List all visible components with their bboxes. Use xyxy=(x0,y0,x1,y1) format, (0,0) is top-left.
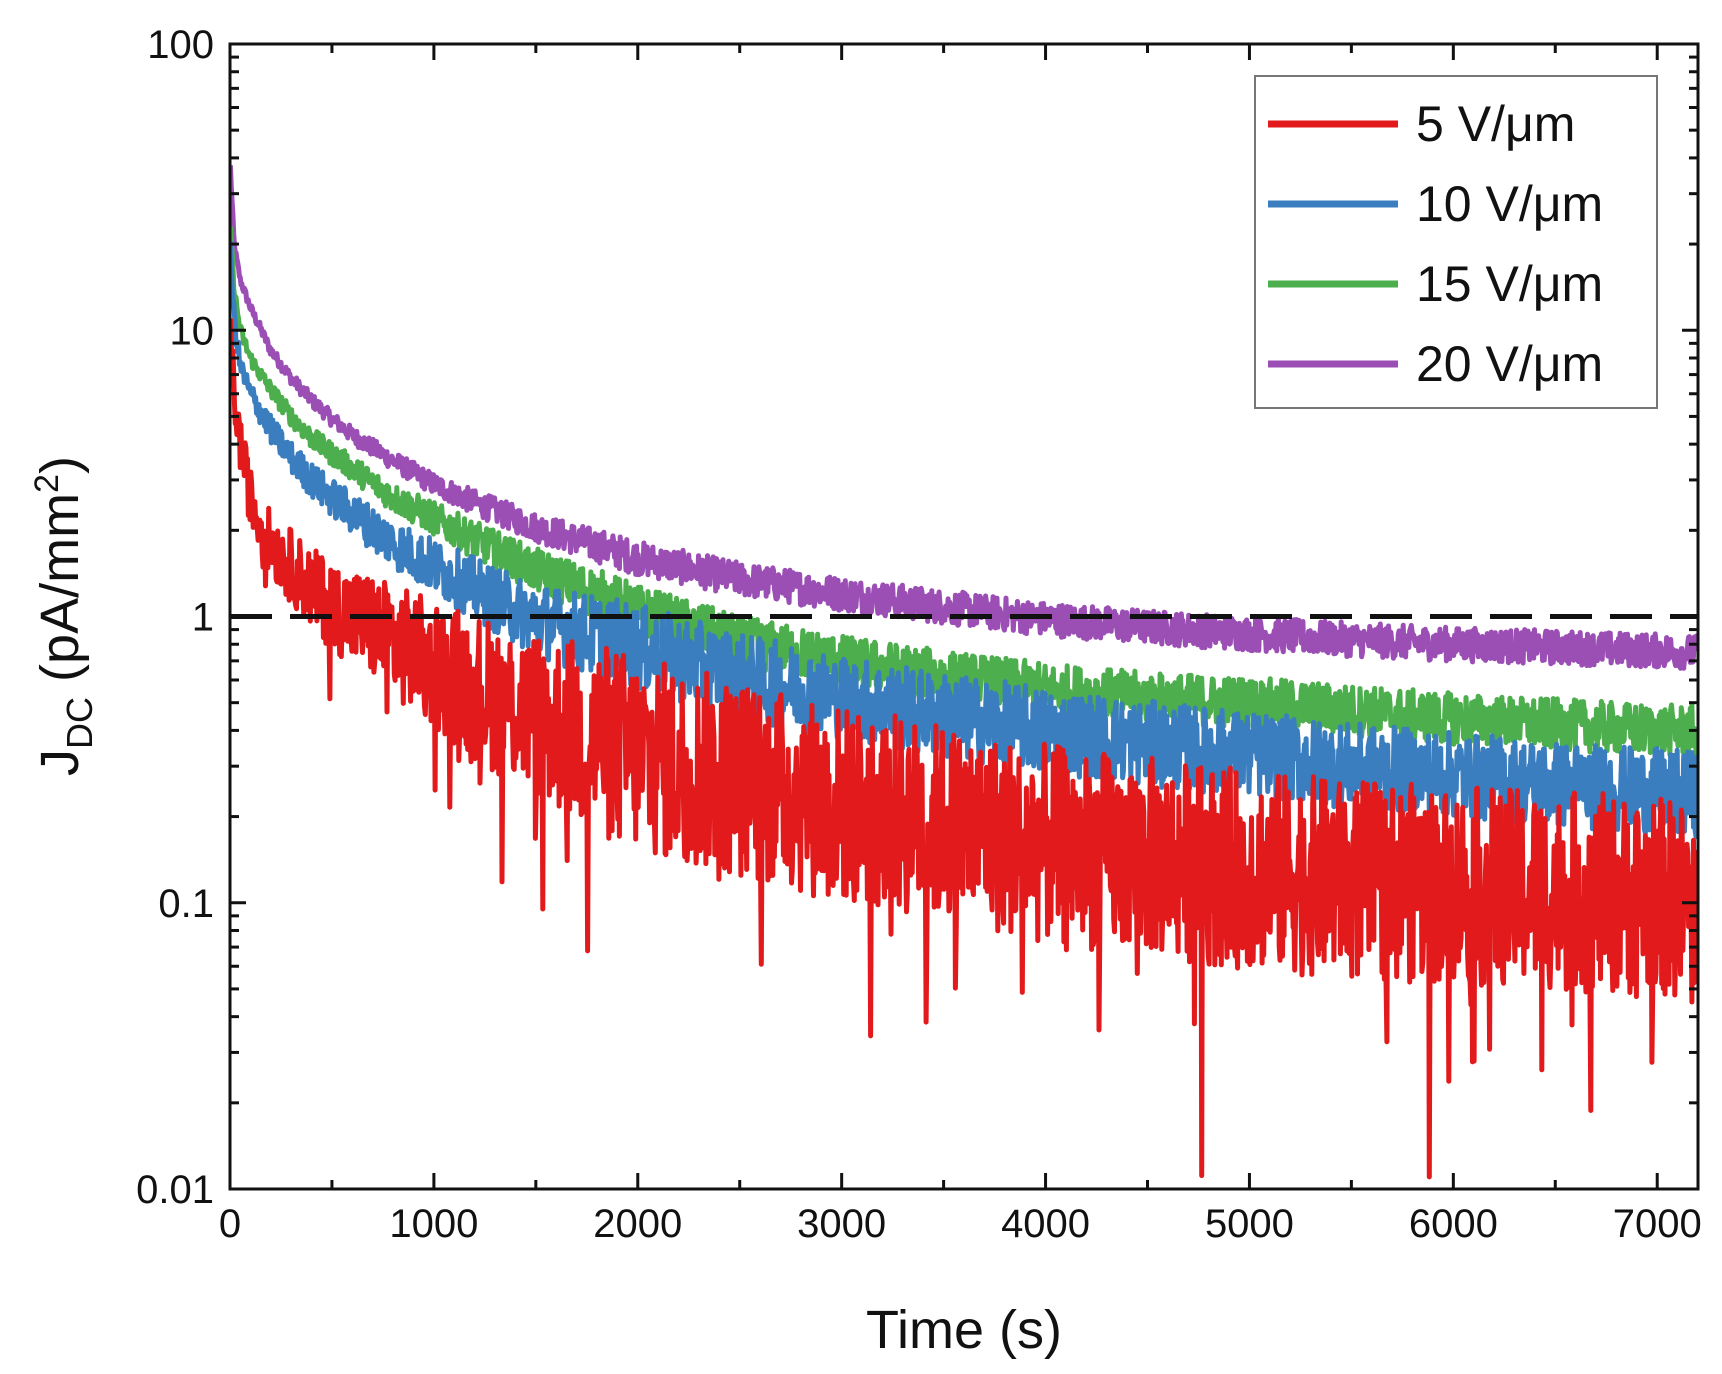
x-tick-label: 3000 xyxy=(797,1202,886,1246)
legend-label: 10 V/μm xyxy=(1416,176,1603,232)
series-layer xyxy=(230,165,1698,1180)
y-axis-title-sub: DC xyxy=(59,697,100,749)
series-line xyxy=(230,241,1698,840)
y-tick-label: 0.1 xyxy=(158,882,214,926)
x-tick-label: 7000 xyxy=(1613,1202,1702,1246)
x-tick-label: 6000 xyxy=(1409,1202,1498,1246)
y-tick-label: 1 xyxy=(192,596,214,640)
x-tick-label: 0 xyxy=(219,1202,241,1246)
ticks-layer xyxy=(228,44,1698,1191)
x-axis-title: Time (s) xyxy=(866,1300,1062,1360)
series-line xyxy=(230,226,1698,758)
x-tick-label: 2000 xyxy=(593,1202,682,1246)
x-tick-label: 4000 xyxy=(1001,1202,1090,1246)
y-tick-labels: 0.01 0.1 1 10 100 xyxy=(136,23,214,1212)
legend-box xyxy=(1254,75,1658,409)
y-tick-label: 0.01 xyxy=(136,1168,214,1212)
y-tick-label: 100 xyxy=(147,23,214,67)
y-axis-title-sup: 2 xyxy=(28,474,66,493)
y-axis-title-unit: (pA/mm xyxy=(30,493,90,697)
legend-label: 20 V/μm xyxy=(1416,336,1603,392)
y-axis-title-close: ) xyxy=(30,456,90,474)
y-axis-title-main: J xyxy=(30,749,90,776)
x-tick-labels: 0 1000 2000 3000 4000 5000 6000 7000 xyxy=(219,1202,1702,1246)
series-line xyxy=(230,165,1698,671)
legend-label: 15 V/μm xyxy=(1416,256,1603,312)
x-tick-label: 5000 xyxy=(1205,1202,1294,1246)
legend-items: 5 V/μm 10 V/μm 15 V/μm 20 V/μm xyxy=(1268,96,1603,392)
series-line xyxy=(230,318,1698,1180)
y-axis-title: JDC (pA/mm2) xyxy=(28,456,100,776)
legend: 5 V/μm 10 V/μm 15 V/μm 20 V/μm xyxy=(1254,75,1658,409)
y-tick-label: 10 xyxy=(170,309,215,353)
legend-label: 5 V/μm xyxy=(1416,96,1575,152)
x-tick-label: 1000 xyxy=(389,1202,478,1246)
